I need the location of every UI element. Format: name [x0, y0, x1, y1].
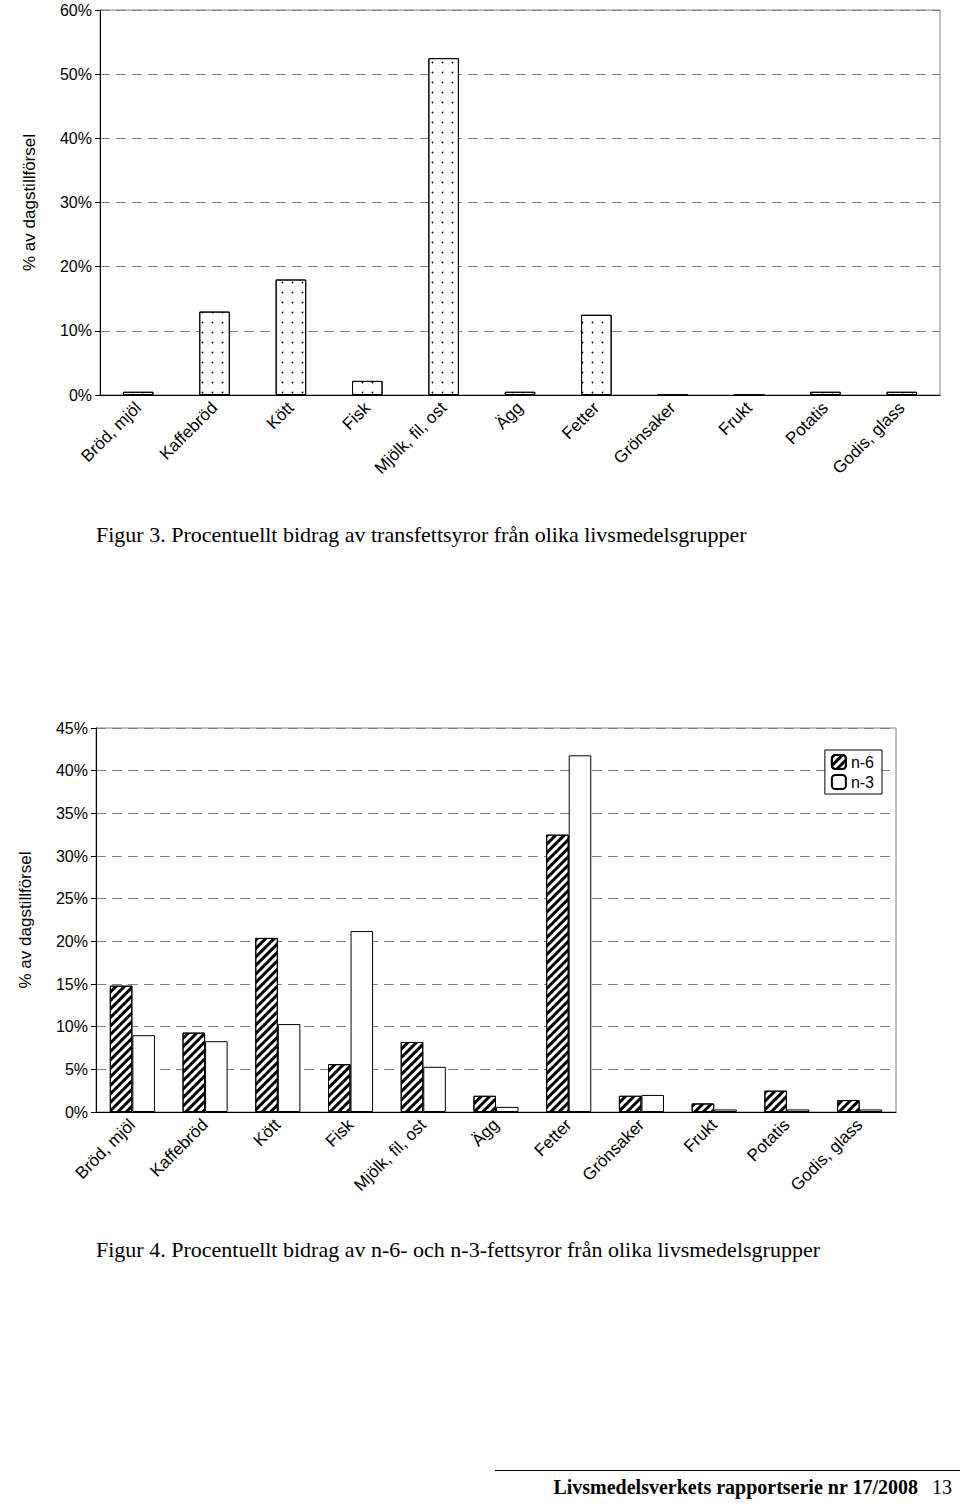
svg-text:n-3: n-3	[851, 774, 874, 791]
svg-text:40%: 40%	[56, 762, 88, 779]
svg-text:25%: 25%	[56, 890, 88, 907]
html-text:Figur 3. Procentuellt bidrag a: Figur 3. Procentuellt bidrag av transfet…	[96, 522, 747, 547]
svg-text:10%: 10%	[60, 322, 92, 339]
svg-text:Mjölk, fil, ost: Mjölk, fil, ost	[371, 398, 451, 478]
svg-text:20%: 20%	[56, 933, 88, 950]
svg-text:5%: 5%	[65, 1061, 88, 1078]
html-text:13: 13	[932, 1476, 952, 1498]
svg-text:Mjölk, fil, ost: Mjölk, fil, ost	[350, 1115, 430, 1195]
svg-text:Godis, glass: Godis, glass	[829, 398, 909, 478]
svg-text:40%: 40%	[60, 130, 92, 147]
svg-text:0%: 0%	[69, 387, 92, 404]
svg-text:Kött: Kött	[263, 398, 298, 433]
svg-text:Fetter: Fetter	[531, 1115, 576, 1160]
svg-text:Bröd, mjöl: Bröd, mjöl	[77, 398, 145, 466]
svg-text:Fisk: Fisk	[322, 1115, 358, 1151]
svg-text:50%: 50%	[60, 66, 92, 83]
svg-text:30%: 30%	[60, 194, 92, 211]
html-text:Figur 4. Procentuellt bidrag a: Figur 4. Procentuellt bidrag av n-6- och…	[96, 1237, 820, 1262]
svg-text:% av dagstillförsel: % av dagstillförsel	[20, 134, 39, 271]
svg-text:n-6: n-6	[851, 754, 874, 771]
svg-text:45%: 45%	[56, 720, 88, 737]
svg-text:Fetter: Fetter	[558, 398, 603, 443]
svg-text:60%: 60%	[60, 2, 92, 19]
svg-text:Grönsaker: Grönsaker	[579, 1115, 649, 1185]
svg-text:Kött: Kött	[250, 1115, 285, 1150]
svg-text:10%: 10%	[56, 1018, 88, 1035]
svg-text:Godis, glass: Godis, glass	[787, 1115, 867, 1195]
svg-text:Fisk: Fisk	[339, 398, 375, 434]
svg-text:30%: 30%	[56, 848, 88, 865]
svg-text:Grönsaker: Grönsaker	[610, 398, 680, 468]
svg-text:Potatis: Potatis	[743, 1115, 793, 1165]
svg-text:Frukt: Frukt	[715, 398, 756, 439]
svg-text:0%: 0%	[65, 1104, 88, 1121]
svg-text:Ägg: Ägg	[492, 398, 527, 433]
html-text:Livsmedelsverkets rapportserie: Livsmedelsverkets rapportserie nr 17/200…	[553, 1476, 918, 1498]
svg-text:Bröd, mjöl: Bröd, mjöl	[72, 1115, 140, 1183]
svg-text:Ägg: Ägg	[468, 1115, 503, 1150]
svg-text:Frukt: Frukt	[680, 1115, 721, 1156]
svg-text:Potatis: Potatis	[782, 398, 832, 448]
svg-text:Kaffebröd: Kaffebröd	[147, 1115, 212, 1180]
svg-text:35%: 35%	[56, 805, 88, 822]
svg-text:% av dagstillförsel: % av dagstillförsel	[16, 851, 35, 988]
svg-text:15%: 15%	[56, 976, 88, 993]
svg-text:Kaffebröd: Kaffebröd	[156, 398, 221, 463]
svg-text:20%: 20%	[60, 258, 92, 275]
